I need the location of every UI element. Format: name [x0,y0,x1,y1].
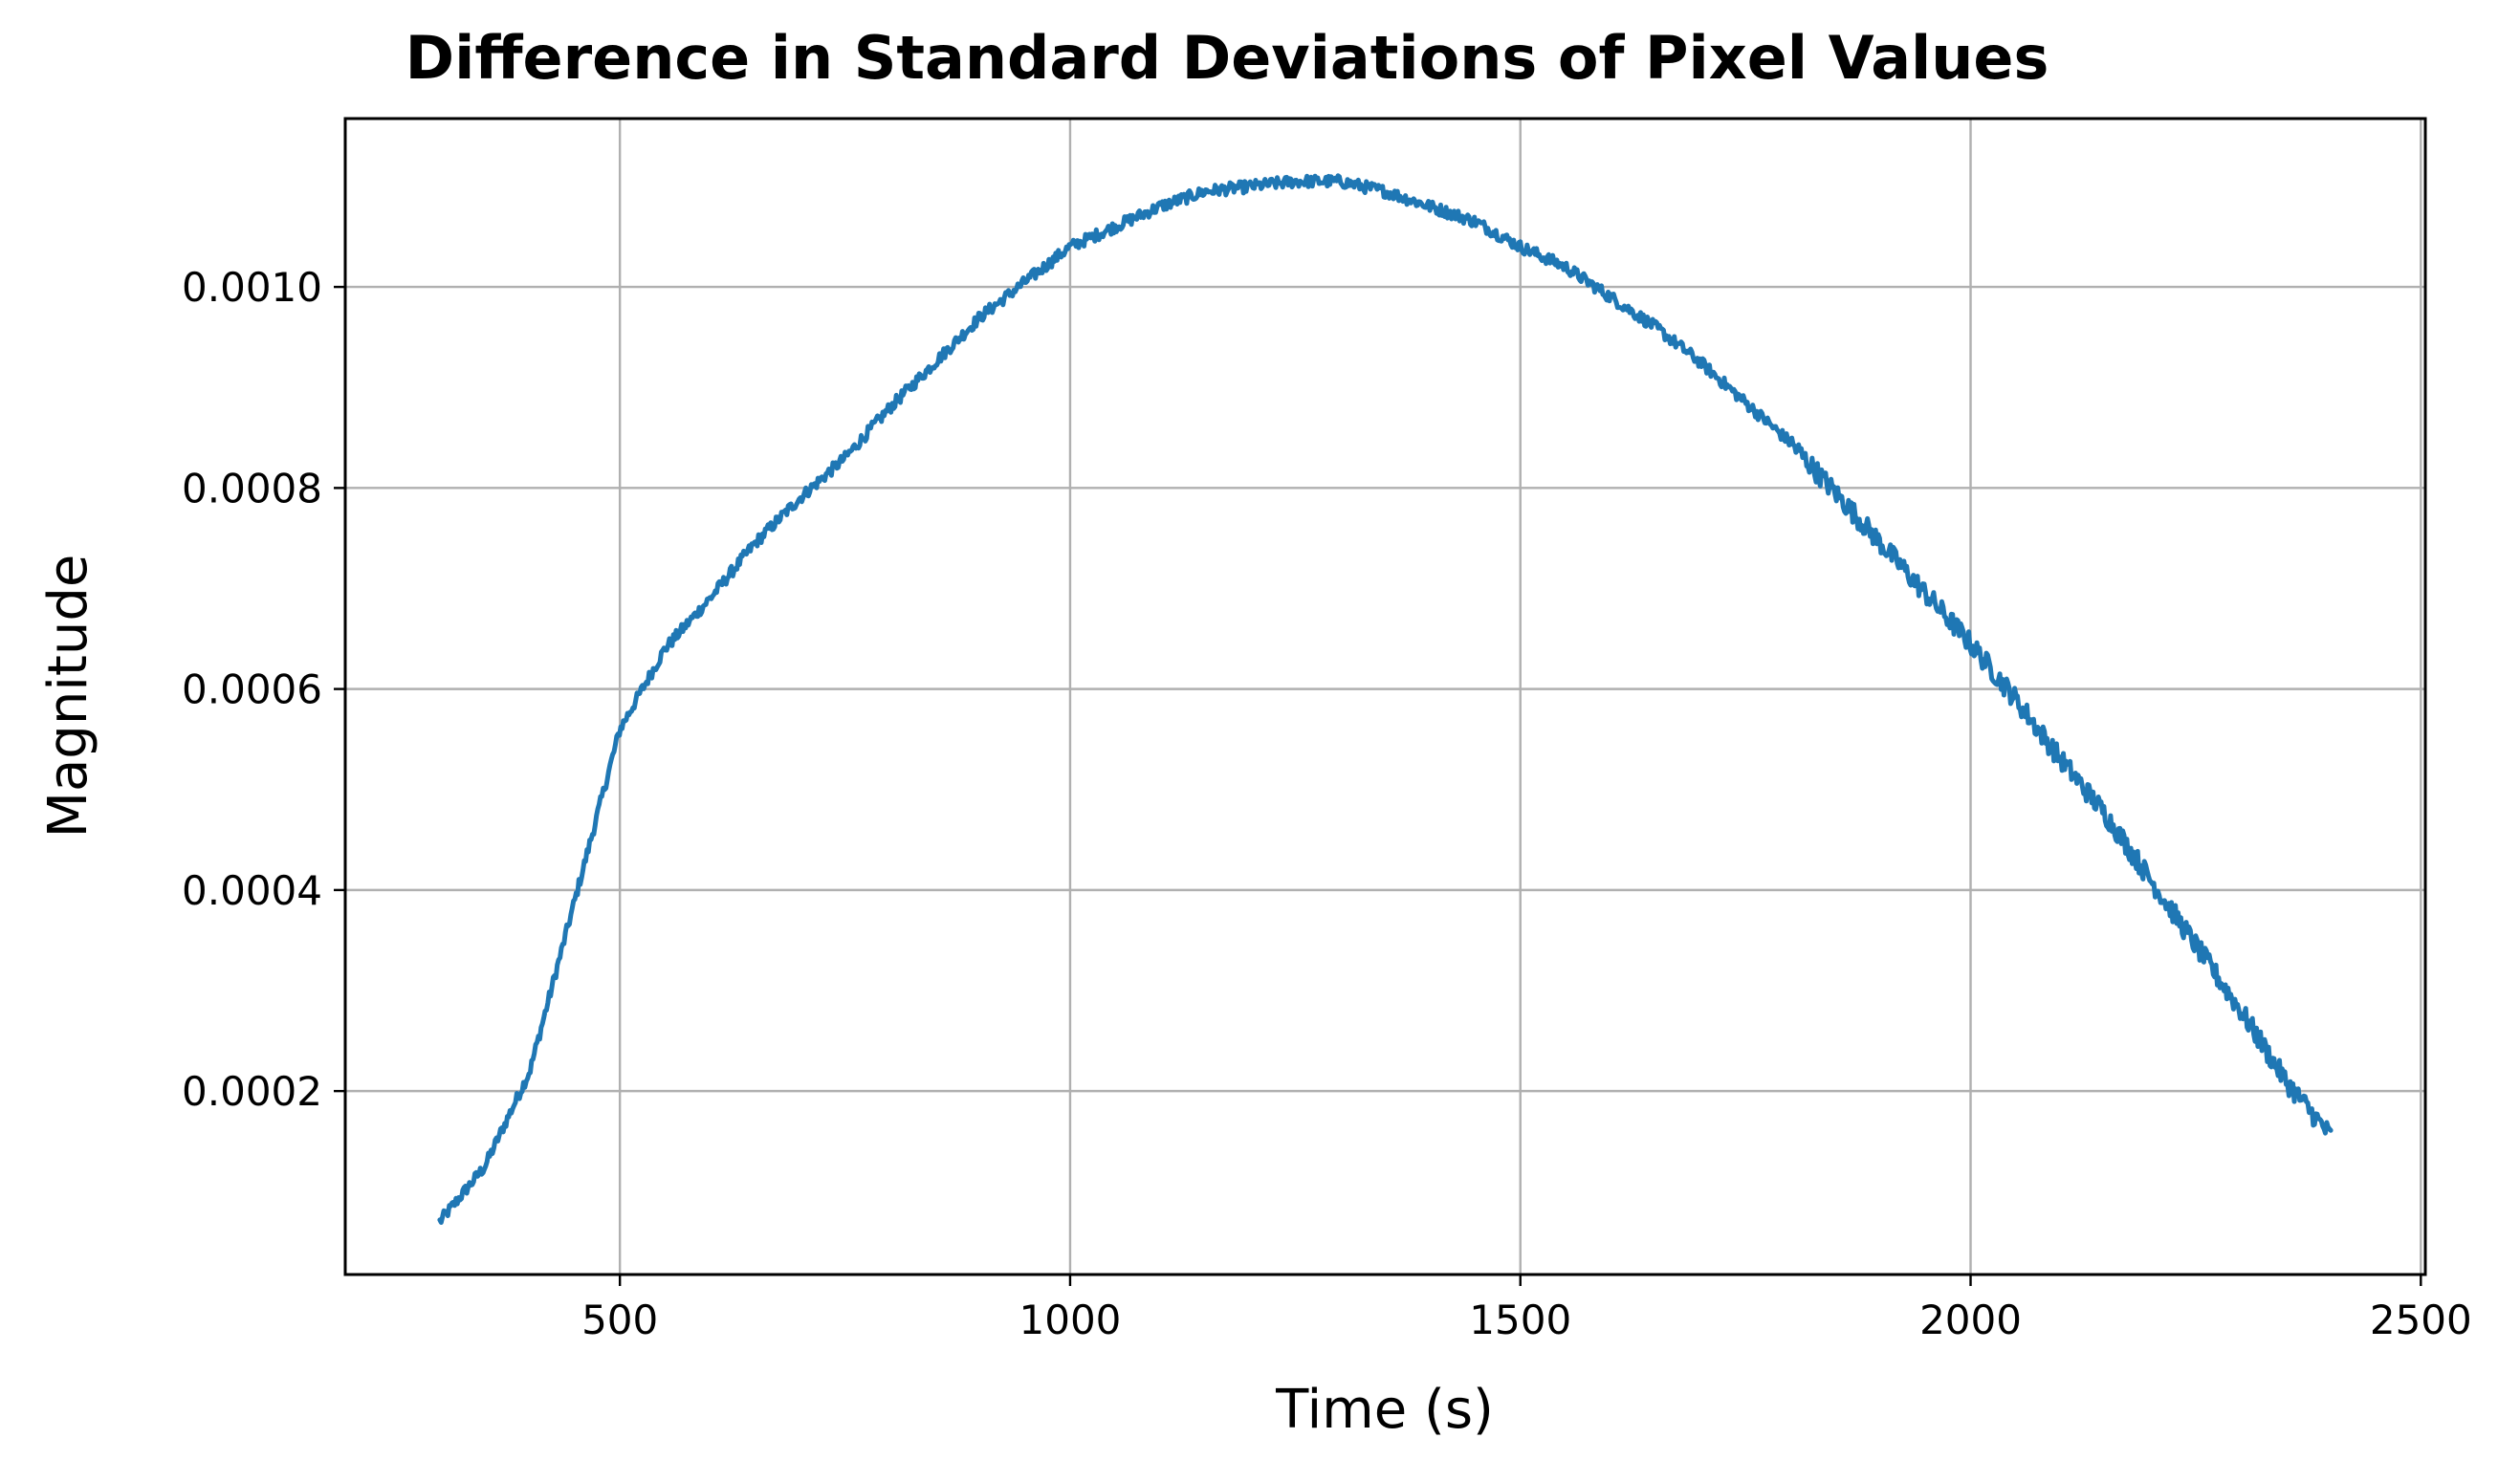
series-line [437,173,2334,1225]
y-tick-label: 0.0008 [182,465,322,512]
y-tick-label: 0.0010 [182,264,322,311]
chart-title: Difference in Standard Deviations of Pix… [405,23,2049,93]
y-tick-label: 0.0006 [182,666,322,713]
y-tick-label: 0.0004 [182,867,322,914]
grid-lines [345,119,2425,1275]
x-tick-labels: 500 1000 1500 2000 2500 [581,1297,2472,1343]
x-tick-label: 2000 [1919,1297,2022,1343]
plot-frame [343,117,2427,1276]
axis-ticks [334,285,2422,1286]
x-axis-label: Time (s) [1275,1379,1494,1441]
y-tick-label: 0.0002 [182,1068,322,1115]
y-tick-labels: 0.0002 0.0004 0.0006 0.0008 0.0010 [182,264,322,1115]
x-tick-label: 500 [581,1297,658,1343]
y-axis-label: Magnitude [37,555,99,839]
x-tick-label: 2500 [2370,1297,2472,1343]
x-tick-label: 1500 [1469,1297,1571,1343]
x-tick-label: 1000 [1019,1297,1122,1343]
